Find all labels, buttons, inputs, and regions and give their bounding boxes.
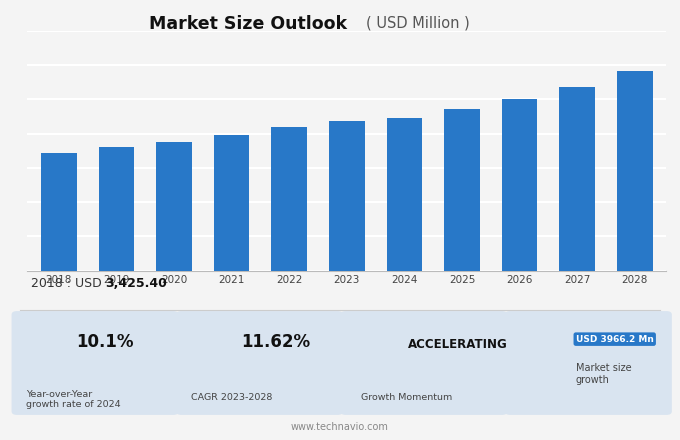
Bar — [99, 147, 135, 271]
Bar — [520, 354, 537, 398]
Text: www.technavio.com: www.technavio.com — [291, 422, 389, 432]
Text: 2018 : USD: 2018 : USD — [31, 277, 105, 290]
Bar — [41, 153, 77, 271]
Bar — [183, 349, 189, 361]
Text: Growth Momentum: Growth Momentum — [361, 393, 453, 402]
Bar — [545, 354, 561, 398]
Bar — [201, 337, 208, 361]
Text: ( USD Million ): ( USD Million ) — [367, 15, 470, 30]
Bar — [214, 135, 250, 271]
Text: Year-over-Year: Year-over-Year — [27, 390, 92, 399]
Bar — [27, 343, 34, 361]
Text: 3,425.40: 3,425.40 — [105, 277, 167, 290]
Text: 2028: 2028 — [543, 396, 563, 406]
Text: USD 3966.2 Mn: USD 3966.2 Mn — [576, 335, 653, 344]
Text: 10.1%: 10.1% — [76, 334, 134, 352]
Bar — [444, 109, 480, 271]
Bar — [192, 343, 199, 361]
Bar — [37, 337, 44, 361]
Text: ACCELERATING: ACCELERATING — [408, 338, 508, 352]
Text: CAGR 2023-2028: CAGR 2023-2028 — [191, 393, 272, 402]
Bar — [18, 349, 24, 361]
Bar — [156, 142, 192, 271]
Bar — [559, 87, 595, 271]
Text: growth: growth — [576, 375, 610, 385]
Bar — [46, 330, 52, 361]
Bar — [502, 99, 537, 271]
Bar — [617, 71, 653, 271]
Bar — [545, 338, 561, 354]
Text: Market size: Market size — [576, 363, 632, 373]
Bar — [211, 330, 217, 361]
Text: 11.62%: 11.62% — [241, 334, 310, 352]
Bar — [271, 128, 307, 271]
Text: Market Size Outlook: Market Size Outlook — [149, 15, 347, 33]
Bar — [386, 118, 422, 271]
Text: growth rate of 2024: growth rate of 2024 — [27, 400, 121, 410]
Text: 2023: 2023 — [519, 396, 538, 406]
Bar — [329, 121, 364, 271]
